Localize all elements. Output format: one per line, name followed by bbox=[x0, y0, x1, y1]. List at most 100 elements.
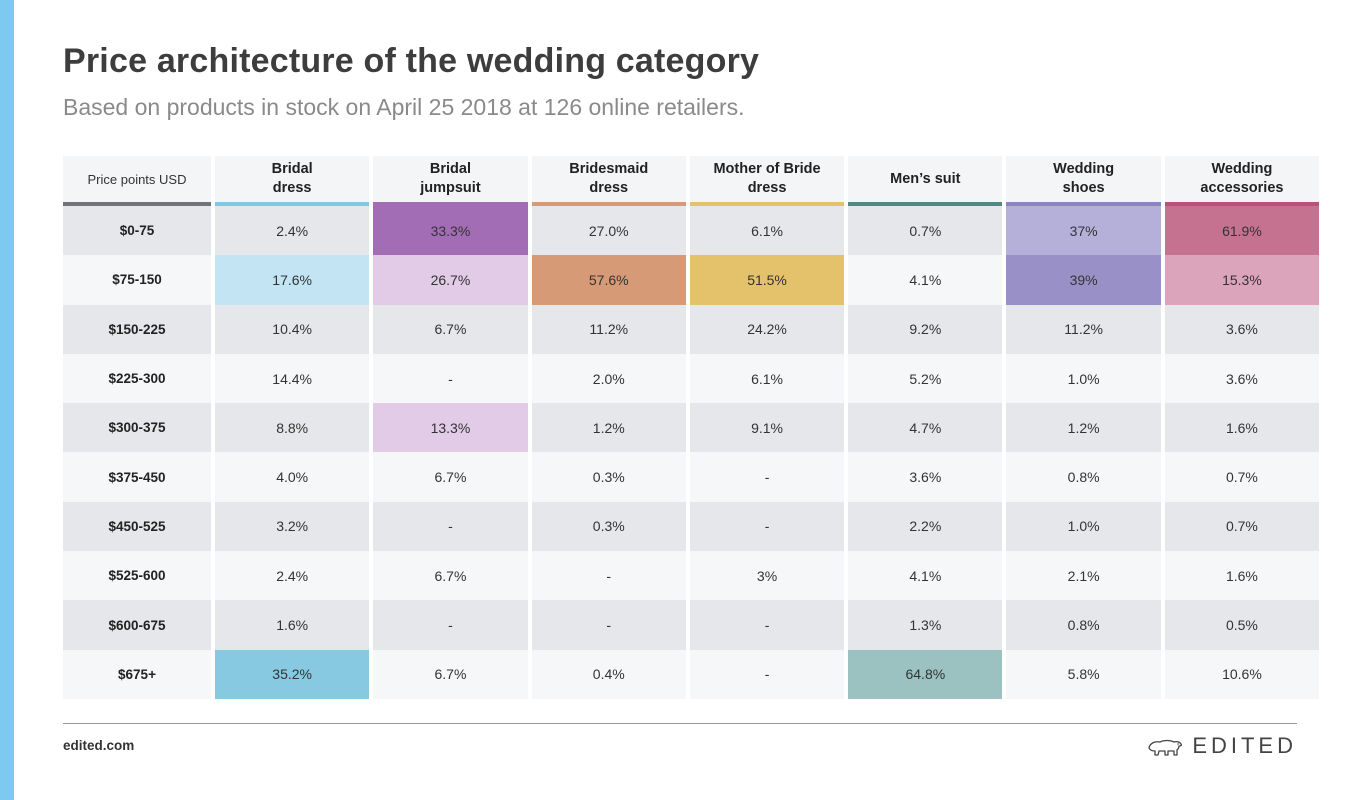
column-gap bbox=[1160, 304, 1165, 354]
column-gap bbox=[527, 304, 532, 354]
table-header-row: Price points USD Bridal dress Bridal jumpsu… bbox=[63, 156, 1320, 206]
column-gap bbox=[527, 452, 532, 502]
table-cell: 9.2% bbox=[848, 304, 1003, 354]
column-color-bar bbox=[215, 202, 370, 206]
table-cell: 1.6% bbox=[215, 600, 370, 650]
column-gap bbox=[1160, 403, 1165, 453]
table-cell: 6.7% bbox=[373, 452, 528, 502]
price-point-label: $375-450 bbox=[63, 452, 211, 502]
table-cell: 1.6% bbox=[1164, 551, 1320, 601]
table-cell: 57.6% bbox=[531, 255, 686, 305]
column-gap bbox=[369, 156, 374, 202]
column-gap bbox=[369, 206, 374, 256]
column-gap bbox=[1160, 649, 1165, 699]
table-cell: 4.1% bbox=[848, 255, 1003, 305]
column-header-3: Bridesmaid dress bbox=[531, 156, 686, 206]
table-cell: 5.8% bbox=[1006, 649, 1161, 699]
price-point-label: $150-225 bbox=[63, 304, 211, 354]
column-gap bbox=[369, 501, 374, 552]
table-cell: 2.0% bbox=[531, 353, 686, 404]
column-gap bbox=[844, 600, 849, 650]
footer-site-label: edited.com bbox=[63, 738, 135, 753]
column-gap bbox=[1160, 206, 1165, 256]
column-header-line: Bridal bbox=[429, 161, 471, 177]
table-cell: 3% bbox=[689, 551, 845, 601]
column-gap bbox=[1002, 452, 1007, 502]
column-header-label: Bridesmaid dress bbox=[569, 160, 648, 198]
column-gap bbox=[527, 403, 532, 453]
column-gap bbox=[1002, 156, 1007, 202]
column-gap bbox=[369, 452, 374, 502]
polar-bear-icon bbox=[1148, 739, 1183, 756]
column-gap bbox=[844, 156, 849, 202]
column-gap bbox=[369, 649, 374, 699]
column-header-label: Bridal dress bbox=[272, 160, 313, 198]
table-cell: - bbox=[689, 600, 845, 650]
table-cell: 6.1% bbox=[689, 353, 845, 404]
table-row: $375-450 4.0% 6.7% 0.3% -3.6% 0.8% 0.7% bbox=[63, 452, 1320, 502]
table-cell: 26.7% bbox=[373, 255, 528, 305]
column-header-line: Bridesmaid bbox=[569, 161, 649, 177]
row-header-cell: Price points USD bbox=[63, 156, 211, 206]
column-gap bbox=[369, 403, 374, 453]
table-row: $150-225 10.4% 6.7% 11.2% 24.2% 9.2% 11.2% 3.6% bbox=[63, 304, 1320, 354]
column-gap bbox=[527, 551, 532, 601]
table-cell: 1.0% bbox=[1006, 353, 1161, 404]
column-header-line: Wedding bbox=[1211, 161, 1273, 177]
table-cell: 39% bbox=[1006, 255, 1161, 305]
column-gap bbox=[527, 206, 532, 256]
table-cell: 14.4% bbox=[215, 353, 370, 404]
table-cell: 1.3% bbox=[848, 600, 1003, 650]
column-gap bbox=[685, 600, 690, 650]
column-header-7: Wedding accessories bbox=[1164, 156, 1320, 206]
table-cell: - bbox=[373, 600, 528, 650]
price-point-label: $450-525 bbox=[63, 501, 211, 552]
table-cell: 2.2% bbox=[848, 501, 1003, 552]
page-title: Price architecture of the wedding catego… bbox=[63, 42, 760, 80]
table-cell: 4.7% bbox=[848, 403, 1003, 453]
table-row: $300-375 8.8% 13.3% 1.2% 9.1% 4.7% 1.2% 1.6% bbox=[63, 403, 1320, 453]
table-cell: - bbox=[373, 353, 528, 404]
table-cell: 0.3% bbox=[531, 501, 686, 552]
column-gap bbox=[844, 501, 849, 552]
table-cell: 0.8% bbox=[1006, 452, 1161, 502]
table-row: $600-675 1.6% - - -1.3% 0.8% 0.5% bbox=[63, 600, 1320, 650]
column-gap bbox=[211, 206, 215, 256]
column-gap bbox=[1160, 255, 1165, 305]
column-gap bbox=[844, 452, 849, 502]
column-color-bar bbox=[689, 202, 845, 206]
column-header-label: Wedding accessories bbox=[1200, 160, 1283, 198]
column-gap bbox=[1002, 649, 1007, 699]
table-cell: 3.6% bbox=[1164, 353, 1320, 404]
row-header-bar bbox=[63, 202, 211, 206]
table-cell: 2.4% bbox=[215, 206, 370, 256]
column-gap bbox=[369, 551, 374, 601]
column-gap bbox=[527, 649, 532, 699]
column-gap bbox=[844, 353, 849, 404]
column-header-line: accessories bbox=[1200, 180, 1284, 196]
column-gap bbox=[685, 156, 690, 202]
column-gap bbox=[211, 304, 215, 354]
table-cell: - bbox=[531, 551, 686, 601]
table-cell: 6.7% bbox=[373, 304, 528, 354]
table-cell: 6.7% bbox=[373, 649, 528, 699]
column-header-line: Wedding bbox=[1053, 161, 1115, 177]
column-gap bbox=[211, 255, 215, 305]
column-gap bbox=[1160, 501, 1165, 552]
column-header-label: Bridal jumpsuit bbox=[420, 160, 480, 198]
footer-divider bbox=[63, 723, 1297, 724]
edited-logo: EDITED bbox=[1146, 733, 1297, 759]
table-cell: 64.8% bbox=[848, 649, 1003, 699]
table-row: $0-75 2.4% 33.3% 27.0% 6.1% 0.7% 37% 61.9% bbox=[63, 206, 1320, 256]
column-gap bbox=[844, 255, 849, 305]
table-cell: 3.6% bbox=[1164, 304, 1320, 354]
left-accent-stripe bbox=[0, 0, 14, 800]
table-cell: 6.1% bbox=[689, 206, 845, 256]
column-gap bbox=[844, 551, 849, 601]
price-point-label: $600-675 bbox=[63, 600, 211, 650]
column-header-label: Wedding shoes bbox=[1053, 160, 1114, 198]
table-cell: 1.0% bbox=[1006, 501, 1161, 552]
column-header-line: dress bbox=[589, 180, 629, 196]
column-gap bbox=[1002, 501, 1007, 552]
column-gap bbox=[1002, 304, 1007, 354]
